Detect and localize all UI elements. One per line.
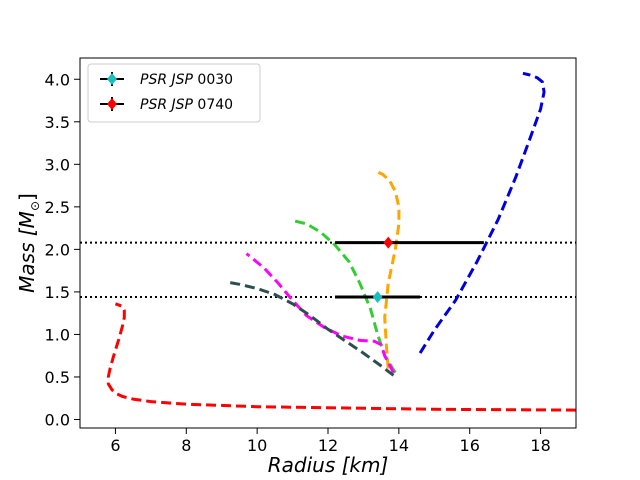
x-tick-label-14: 14 [389,436,409,455]
series-magenta-eos [245,252,395,374]
legend-marker-0740 [107,98,117,110]
legend-entry-0030: PSR JSP 0030 [100,72,233,88]
x-tick-label-12: 12 [318,436,338,455]
y-tick-label-5: 2.5 [45,198,70,217]
x-tick-label-8: 8 [181,436,191,455]
series-red-eos [106,302,577,412]
legend: PSR JSP 0030 PSR JSP 0740 [87,63,261,123]
series-darkslate-eos [225,280,395,377]
series-blue-eos [418,71,546,354]
y-tick-label-6: 3.0 [45,155,70,174]
plot-frame [79,57,577,429]
x-tick-label-16: 16 [460,436,480,455]
y-tick-label-8: 4.0 [45,70,70,89]
legend-entry-0740: PSR JSP 0740 [100,97,233,113]
x-tick-label-10: 10 [247,436,267,455]
ticks-layer: 6 8 10 12 14 16 18 0.0 0.5 1.0 1.5 2.0 2.5 3.0 3.5 4.0 [45,70,551,455]
y-tick-label-3: 1.5 [45,283,70,302]
y-axis-label: Mass [M⊙] [15,193,42,293]
legend-box [87,63,261,123]
legend-label-0740: PSR JSP 0740 [140,97,233,113]
y-tick-label-4: 2.0 [45,240,70,259]
points-layer [335,236,484,304]
y-tick-label-0: 0.0 [45,410,70,429]
point-psr-jsp-0030 [372,291,383,304]
y-tick-label-1: 0.5 [45,368,70,387]
x-tick-label-18: 18 [530,436,550,455]
lines-layer [80,71,577,412]
legend-marker-0030 [107,73,117,85]
legend-label-0030: PSR JSP 0030 [140,72,233,88]
y-tick-label-2: 1.0 [45,325,70,344]
x-axis-label: Radius [km] [268,453,389,477]
x-tick-label-6: 6 [110,436,120,455]
y-tick-label-7: 3.5 [45,113,70,132]
point-psr-jsp-0740 [383,236,394,249]
